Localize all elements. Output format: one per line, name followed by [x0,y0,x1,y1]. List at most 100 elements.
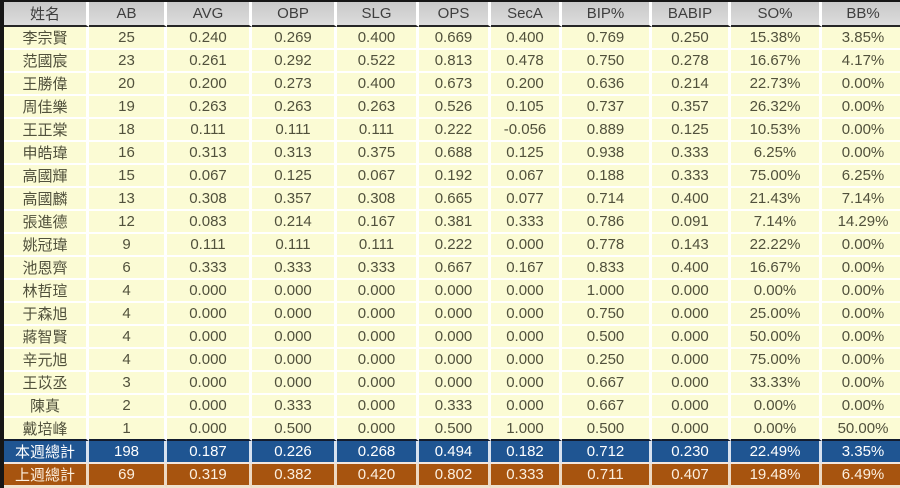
cell-bip-pct: 0.778 [562,234,652,257]
cell-name: 王勝偉 [4,73,89,96]
cell-obp: 0.269 [252,27,337,50]
cell-slg: 0.000 [337,326,419,349]
cell-name: 蔣智賢 [4,326,89,349]
cell-avg: 0.313 [167,142,252,165]
this-week-total-row: 本週總計 198 0.187 0.226 0.268 0.494 0.182 0.712 0.2… [4,441,900,464]
cell-ab: 6 [89,257,167,280]
cell-so-pct: 75.00% [731,165,822,188]
cell-ab: 198 [89,441,167,464]
cell-bip-pct: 1.000 [562,280,652,303]
cell-babip: 0.000 [652,326,731,349]
cell-name: 張進德 [4,211,89,234]
player-row: 陳真 2 0.000 0.333 0.000 0.333 0.000 0.667 0.000 0.… [4,395,900,418]
cell-ops: 0.673 [419,73,491,96]
header-row: 姓名 AB AVG OBP SLG OPS SecA BIP% BABIP SO% BB% [4,2,900,27]
cell-seca: 0.400 [491,27,562,50]
cell-bip-pct: 0.714 [562,188,652,211]
cell-babip: 0.278 [652,50,731,73]
cell-bip-pct: 0.737 [562,96,652,119]
batting-stats-table: 姓名 AB AVG OBP SLG OPS SecA BIP% BABIP SO% BB% 李宗賢 2… [4,2,900,488]
cell-avg: 0.319 [167,464,252,488]
cell-name: 戴培峰 [4,418,89,441]
cell-slg: 0.111 [337,234,419,257]
cell-avg: 0.240 [167,27,252,50]
cell-name: 陳真 [4,395,89,418]
cell-so-pct: 26.32% [731,96,822,119]
cell-so-pct: 22.73% [731,73,822,96]
cell-slg: 0.522 [337,50,419,73]
cell-ab: 25 [89,27,167,50]
cell-slg: 0.000 [337,349,419,372]
cell-seca: -0.056 [491,119,562,142]
cell-bb-pct: 0.00% [822,349,900,372]
player-row: 戴培峰 1 0.000 0.500 0.000 0.500 1.000 0.500 0.000 0… [4,418,900,441]
cell-ab: 2 [89,395,167,418]
cell-bip-pct: 0.711 [562,464,652,488]
cell-seca: 0.067 [491,165,562,188]
cell-obp: 0.500 [252,418,337,441]
cell-ops: 0.500 [419,418,491,441]
cell-ops: 0.222 [419,119,491,142]
cell-name: 林哲瑄 [4,280,89,303]
cell-ops: 0.526 [419,96,491,119]
player-row: 辛元旭 4 0.000 0.000 0.000 0.000 0.000 0.250 0.000 7… [4,349,900,372]
cell-name: 李宗賢 [4,27,89,50]
cell-bb-pct: 4.17% [822,50,900,73]
cell-babip: 0.230 [652,441,731,464]
column-header-babip: BABIP [652,2,731,27]
cell-babip: 0.000 [652,349,731,372]
player-row: 姚冠瑋 9 0.111 0.111 0.111 0.222 0.000 0.778 0.143 2… [4,234,900,257]
cell-so-pct: 21.43% [731,188,822,211]
cell-slg: 0.000 [337,418,419,441]
cell-ab: 12 [89,211,167,234]
cell-seca: 0.077 [491,188,562,211]
cell-so-pct: 0.00% [731,418,822,441]
cell-slg: 0.400 [337,73,419,96]
cell-seca: 0.105 [491,96,562,119]
cell-name: 范國宸 [4,50,89,73]
cell-slg: 0.333 [337,257,419,280]
cell-babip: 0.000 [652,418,731,441]
this-week-total-label: 本週總計 [4,441,89,464]
cell-seca: 0.167 [491,257,562,280]
cell-ab: 20 [89,73,167,96]
cell-so-pct: 25.00% [731,303,822,326]
cell-obp: 0.111 [252,234,337,257]
cell-avg: 0.000 [167,418,252,441]
cell-so-pct: 7.14% [731,211,822,234]
cell-obp: 0.214 [252,211,337,234]
column-header-seca: SecA [491,2,562,27]
cell-avg: 0.111 [167,119,252,142]
cell-ops: 0.665 [419,188,491,211]
column-header-ops: OPS [419,2,491,27]
cell-ab: 19 [89,96,167,119]
cell-so-pct: 75.00% [731,349,822,372]
player-row: 蔣智賢 4 0.000 0.000 0.000 0.000 0.000 0.500 0.000 5… [4,326,900,349]
cell-bb-pct: 3.85% [822,27,900,50]
cell-bip-pct: 0.769 [562,27,652,50]
cell-bip-pct: 0.250 [562,349,652,372]
cell-bip-pct: 0.750 [562,303,652,326]
cell-slg: 0.268 [337,441,419,464]
cell-ab: 4 [89,349,167,372]
cell-babip: 0.000 [652,280,731,303]
cell-so-pct: 19.48% [731,464,822,488]
cell-slg: 0.000 [337,303,419,326]
cell-slg: 0.000 [337,372,419,395]
cell-so-pct: 22.49% [731,441,822,464]
cell-so-pct: 33.33% [731,372,822,395]
cell-bb-pct: 7.14% [822,188,900,211]
cell-slg: 0.400 [337,27,419,50]
cell-obp: 0.382 [252,464,337,488]
cell-babip: 0.000 [652,372,731,395]
cell-bb-pct: 0.00% [822,142,900,165]
cell-ab: 18 [89,119,167,142]
cell-ops: 0.222 [419,234,491,257]
cell-ops: 0.000 [419,326,491,349]
cell-obp: 0.111 [252,119,337,142]
cell-bb-pct: 0.00% [822,280,900,303]
cell-avg: 0.000 [167,395,252,418]
cell-bb-pct: 6.25% [822,165,900,188]
table-body: 李宗賢 25 0.240 0.269 0.400 0.669 0.400 0.769 0.250… [4,27,900,441]
cell-bip-pct: 0.667 [562,395,652,418]
